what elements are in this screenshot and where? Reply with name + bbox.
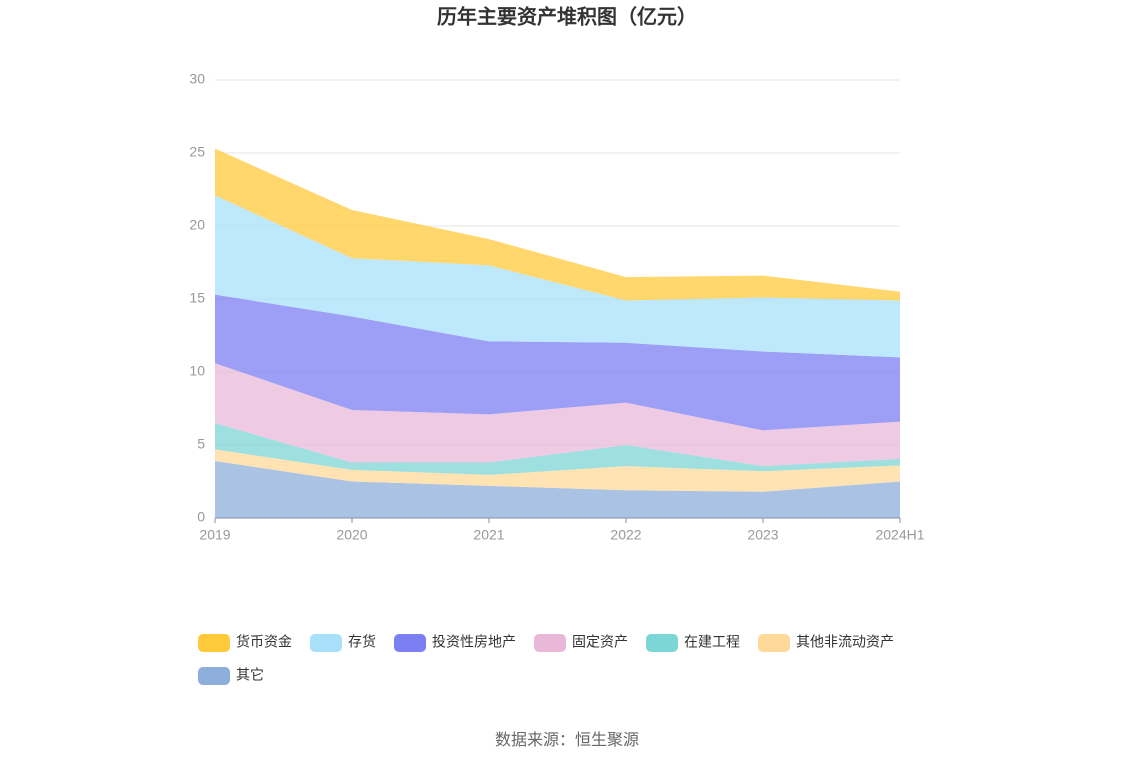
legend-label: 投资性房地产 — [432, 634, 516, 650]
legend-swatch — [198, 634, 230, 652]
legend-swatch — [198, 667, 230, 685]
legend-label: 其它 — [236, 667, 264, 683]
area — [215, 449, 900, 492]
x-tick-label: 2024H1 — [875, 527, 924, 543]
area — [215, 461, 900, 518]
area — [215, 148, 900, 301]
source-note: 数据来源：恒生聚源 — [495, 731, 639, 749]
x-tick-label: 2023 — [747, 527, 778, 543]
legend-label: 货币资金 — [236, 634, 292, 650]
legend-swatch — [646, 634, 678, 652]
legend-label: 在建工程 — [684, 634, 740, 650]
legend-swatch — [394, 634, 426, 652]
y-tick-label: 25 — [189, 144, 205, 160]
area — [215, 423, 900, 475]
x-tick-label: 2019 — [199, 527, 230, 543]
legend-swatch — [310, 634, 342, 652]
legend-swatch — [534, 634, 566, 652]
area — [215, 195, 900, 358]
legend-label: 存货 — [348, 634, 376, 650]
y-tick-label: 15 — [189, 290, 205, 306]
y-tick-label: 5 — [197, 436, 205, 452]
y-tick-label: 0 — [197, 509, 205, 525]
area — [215, 363, 900, 467]
legend-label: 固定资产 — [572, 634, 628, 650]
y-tick-label: 20 — [189, 217, 205, 233]
x-tick-label: 2021 — [473, 527, 504, 543]
y-tick-label: 30 — [189, 71, 205, 87]
legend-swatch — [758, 634, 790, 652]
y-tick-label: 10 — [189, 363, 205, 379]
legend-label: 其他非流动资产 — [796, 634, 894, 650]
area — [215, 294, 900, 431]
chart-title: 历年主要资产堆积图（亿元） — [437, 4, 697, 28]
x-tick-label: 2020 — [336, 527, 367, 543]
x-tick-label: 2022 — [610, 527, 641, 543]
